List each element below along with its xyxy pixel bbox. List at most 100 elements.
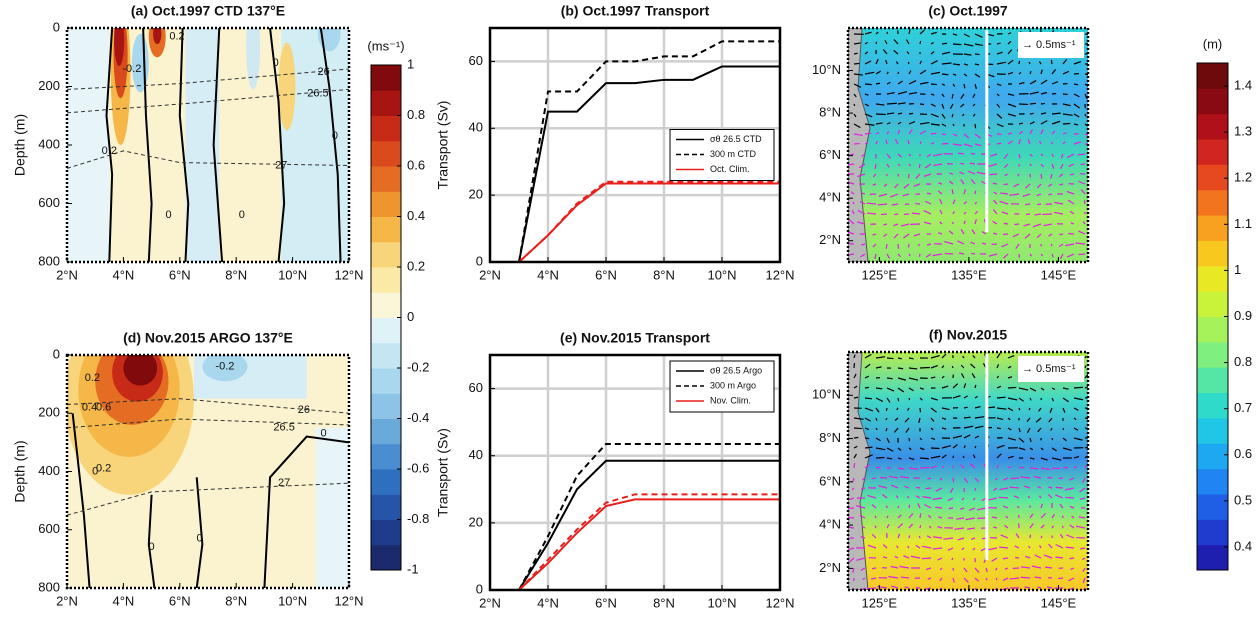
current-vector — [920, 408, 921, 412]
colorbar-tick-label: -0.2 — [407, 359, 429, 374]
y-tick-label: 400 — [38, 136, 60, 151]
series-line — [519, 444, 780, 590]
current-vector — [1048, 194, 1052, 195]
y-tick-label: 0 — [53, 346, 60, 361]
contour-label: -0.2 — [215, 361, 234, 373]
colorbar-swatch — [1197, 240, 1228, 266]
x-tick-label: 6°N — [595, 595, 617, 610]
colorbar-swatch — [1197, 519, 1228, 545]
colorbar-swatch — [1197, 215, 1228, 241]
x-tick-label: 125°E — [862, 595, 898, 610]
current-vector — [894, 214, 898, 215]
current-vector — [920, 367, 930, 368]
colorbar-swatch — [1197, 88, 1228, 114]
current-vector — [1063, 94, 1068, 95]
colorbar-tick-label: 1 — [407, 56, 414, 71]
contour-label: 26.5 — [273, 422, 294, 434]
current-vector — [1063, 123, 1070, 124]
panel: -1-0.8-0.6-0.4-0.200.20.40.60.81(ms⁻¹) — [367, 38, 429, 576]
colorbar-tick-label: 0.4 — [1234, 538, 1252, 553]
current-vector — [876, 388, 882, 389]
colorbar-swatch — [371, 343, 401, 369]
contour-label: 27 — [278, 477, 290, 489]
colorbar-swatch — [371, 65, 401, 91]
colorbar-swatch — [371, 494, 401, 520]
x-tick-label: 2°N — [56, 267, 78, 282]
current-vector — [1004, 223, 1008, 224]
current-vector — [964, 84, 965, 88]
current-vector — [926, 488, 931, 489]
current-vector — [993, 233, 997, 234]
current-vector — [872, 478, 876, 479]
colorbar-swatch — [1197, 139, 1228, 165]
current-vector — [949, 508, 953, 509]
plot-area: → 0.5ms⁻¹ — [844, 28, 1095, 262]
series-line — [519, 461, 780, 590]
current-vector — [1030, 468, 1038, 469]
y-tick-label: 200 — [38, 405, 60, 420]
colorbar-swatch — [1197, 367, 1228, 393]
x-tick-label: 2°N — [479, 595, 501, 610]
current-vector — [1008, 387, 1016, 388]
colorbar-swatch — [371, 419, 401, 445]
current-vector — [919, 536, 920, 538]
current-vector — [931, 133, 936, 134]
y-tick-label: 600 — [38, 195, 60, 210]
contour-label: 0 — [165, 209, 171, 221]
colorbar-swatch — [371, 318, 401, 344]
colorbar-tick-label: 0.8 — [1234, 354, 1252, 369]
x-tick-label: 10°N — [278, 267, 307, 282]
colorbar-swatch — [371, 116, 401, 142]
y-axis-label: Depth (m) — [12, 440, 28, 502]
current-vector — [942, 74, 948, 75]
current-vector — [975, 191, 976, 194]
colorbar-swatch — [371, 520, 401, 546]
current-vector — [963, 456, 964, 458]
field-patch — [315, 428, 349, 588]
current-vector — [1052, 468, 1060, 469]
current-vector — [865, 133, 871, 134]
current-vector — [912, 213, 920, 214]
x-tick-label: 2°N — [479, 267, 501, 282]
panel-title: (d) Nov.2015 ARGO 137°E — [123, 330, 293, 346]
x-tick-label: 12°N — [765, 267, 794, 282]
current-vector — [952, 94, 953, 98]
y-tick-label: 400 — [38, 463, 60, 478]
field-patch — [279, 43, 296, 131]
current-vector — [942, 134, 946, 135]
current-vector — [850, 254, 854, 255]
current-vector — [1056, 557, 1063, 558]
panel-title: (f) Nov.2015 — [929, 327, 1008, 343]
current-vector — [952, 189, 953, 194]
current-vector — [898, 398, 899, 401]
current-vector — [1070, 558, 1074, 559]
current-vector — [1085, 43, 1095, 44]
current-vector — [1041, 174, 1042, 179]
current-vector — [996, 578, 997, 580]
y-tick-label: 20 — [469, 187, 483, 202]
y-tick-label: 800 — [38, 253, 60, 268]
current-vector — [854, 104, 855, 106]
current-vector — [982, 243, 986, 244]
current-vector — [898, 244, 899, 249]
current-vector — [887, 358, 893, 359]
current-vector — [997, 397, 1006, 398]
current-vector — [952, 366, 953, 368]
current-vector — [1004, 184, 1008, 185]
current-vector — [1051, 60, 1052, 64]
colorbar-swatch — [1197, 393, 1228, 419]
legend-label: Nov. Clim. — [710, 395, 751, 405]
contour-label: 0.2 — [102, 145, 117, 157]
y-tick-label: 0 — [53, 19, 60, 34]
colorbar-swatch — [1197, 190, 1228, 216]
y-tick-label: 200 — [38, 78, 60, 93]
current-vector — [1084, 200, 1085, 204]
contour-label: 0 — [273, 57, 279, 69]
current-vector — [1030, 113, 1034, 114]
current-vector — [909, 535, 910, 538]
current-vector — [1015, 224, 1019, 225]
current-vector — [920, 525, 921, 528]
current-vector — [1041, 536, 1042, 538]
